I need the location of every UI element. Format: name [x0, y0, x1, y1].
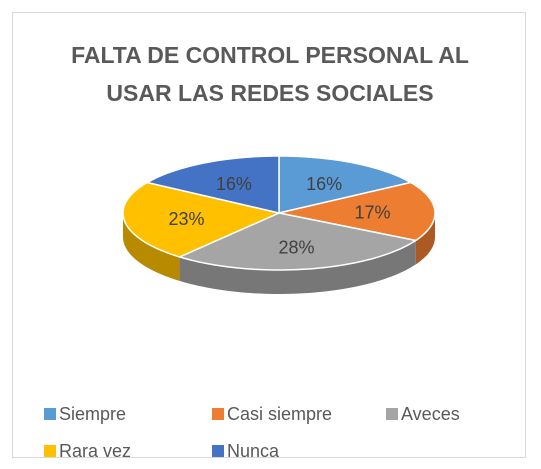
legend-label: Siempre [59, 404, 126, 424]
slice-side [123, 213, 180, 281]
legend-label: Rara vez [59, 441, 131, 461]
legend-swatch [44, 445, 56, 457]
data-label: 16% [306, 174, 342, 194]
slice [278, 155, 413, 214]
legend-swatch [212, 445, 224, 457]
legend-label: Aveces [401, 404, 460, 424]
chart-title: FALTA DE CONTROL PERSONAL AL USAR LAS RE… [71, 42, 469, 106]
legend-label: Casi siempre [227, 404, 332, 424]
slice-side [415, 213, 435, 265]
slice [145, 155, 280, 214]
legend-swatch [386, 408, 398, 420]
chart-border [12, 12, 526, 458]
legend-label: Nunca [227, 441, 280, 461]
data-label: 16% [216, 174, 252, 194]
slice [177, 212, 418, 271]
slice [122, 181, 282, 258]
data-label: 28% [279, 237, 315, 257]
legend-swatch [212, 408, 224, 420]
data-label: 17% [355, 203, 391, 223]
slice-side [179, 240, 416, 294]
data-label: 23% [169, 209, 205, 229]
slice [278, 181, 436, 242]
legend-swatch [44, 408, 56, 420]
